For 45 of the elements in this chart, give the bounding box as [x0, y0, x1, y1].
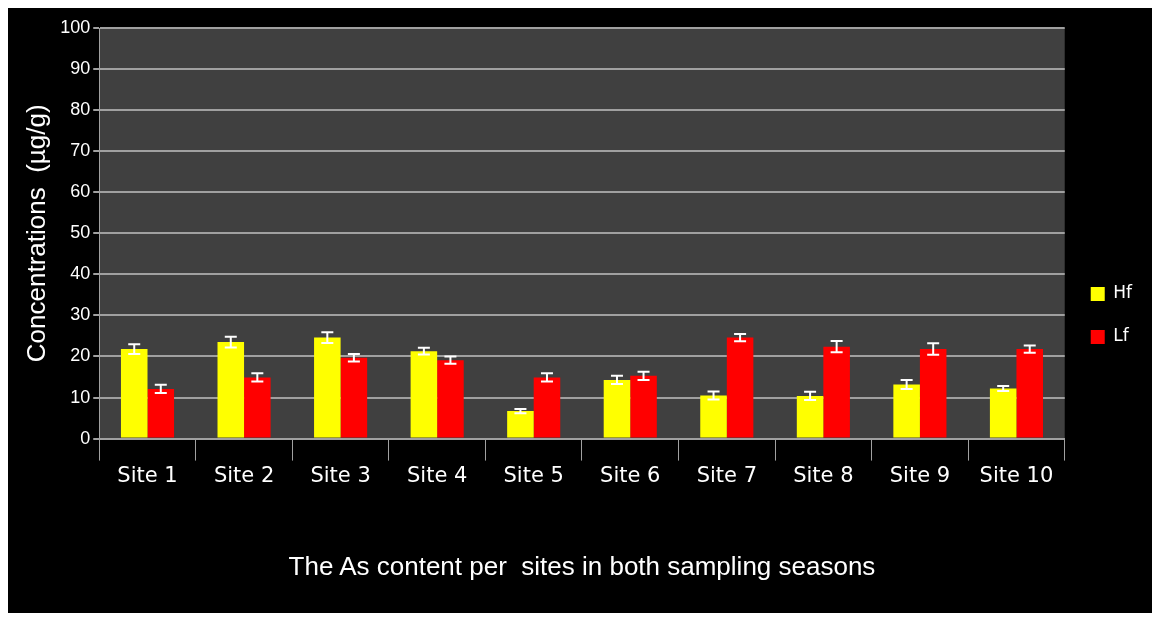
x-tick-label: Site 6 — [600, 462, 661, 487]
y-tick-label: 40 — [70, 263, 91, 284]
y-tick-label: 100 — [60, 16, 91, 37]
x-tick-label: Site 9 — [889, 462, 951, 487]
bar — [893, 384, 920, 438]
bar — [823, 346, 850, 438]
legend-label: Lf — [1113, 325, 1130, 346]
bar — [630, 375, 657, 438]
x-tick-label: Site 3 — [310, 462, 371, 487]
x-tick-label: Site 7 — [696, 462, 757, 487]
bar — [726, 337, 754, 438]
bar — [410, 351, 438, 438]
x-tick-label: Site 10 — [979, 462, 1054, 487]
y-tick-label: 50 — [70, 222, 91, 243]
bar — [700, 395, 727, 438]
x-tick-label: Site 5 — [503, 462, 564, 487]
bar — [437, 360, 464, 438]
x-tick-label: Site 4 — [406, 462, 468, 487]
legend-label: Hf — [1113, 282, 1134, 303]
y-tick-label: 0 — [80, 427, 91, 448]
bar — [796, 395, 824, 438]
bar — [314, 337, 341, 438]
y-tick-label: 70 — [70, 140, 91, 161]
x-axis-title: The As content per sites in both sampling seasons — [288, 550, 876, 581]
bar — [147, 388, 175, 438]
bar — [507, 411, 534, 438]
y-tick-label: 80 — [70, 99, 91, 120]
bar — [989, 388, 1017, 438]
x-tick-label: Site 8 — [793, 462, 854, 487]
bar — [244, 377, 271, 438]
bar — [120, 349, 148, 438]
y-axis-title: Concentrations (µg/g) — [20, 104, 51, 363]
bar — [217, 342, 245, 438]
bar — [919, 349, 947, 438]
bar — [1016, 349, 1044, 438]
y-tick-label: 90 — [70, 58, 91, 79]
y-tick-label: 60 — [70, 181, 91, 202]
y-tick-label: 10 — [70, 386, 91, 407]
bar — [603, 379, 631, 438]
y-tick-label: 30 — [70, 304, 91, 325]
y-tick-label: 20 — [70, 345, 91, 366]
bar — [533, 377, 561, 438]
bar — [340, 357, 368, 438]
x-tick-label: Site 2 — [213, 462, 275, 487]
x-tick-label: Site 1 — [117, 462, 178, 487]
